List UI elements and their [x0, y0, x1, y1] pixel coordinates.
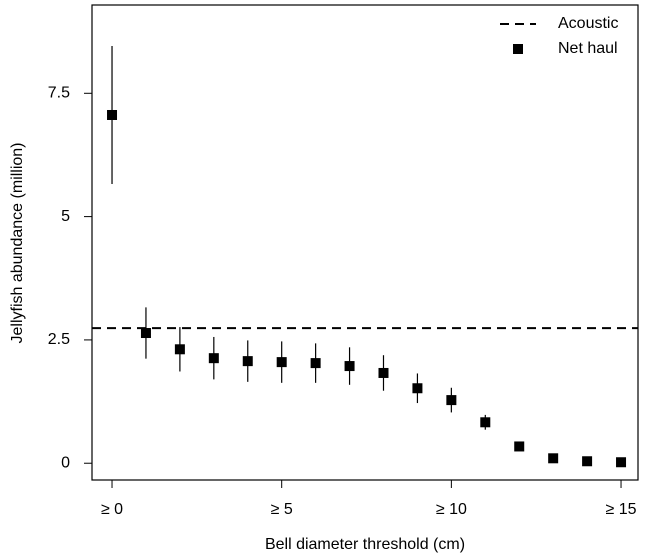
data-point — [514, 441, 525, 452]
data-point — [208, 353, 219, 364]
x-axis-label: Bell diameter threshold (cm) — [265, 536, 465, 553]
x-tick-label: ≥ 5 — [271, 501, 293, 518]
data-point — [242, 356, 253, 367]
y-tick-label: 5 — [61, 208, 70, 225]
data-point — [446, 395, 457, 406]
y-tick-label: 7.5 — [48, 85, 70, 102]
data-point — [344, 361, 355, 372]
data-point — [582, 456, 593, 467]
x-tick-label: ≥ 0 — [101, 501, 123, 518]
data-point — [310, 358, 321, 369]
data-point — [616, 457, 627, 468]
data-point — [276, 357, 287, 368]
legend-key — [513, 44, 523, 54]
y-axis-label: Jellyfish abundance (million) — [9, 143, 26, 344]
plot-frame — [91, 4, 639, 481]
data-point — [412, 383, 423, 394]
y-tick-label: 2.5 — [48, 331, 70, 348]
data-point — [548, 453, 559, 464]
data-point — [480, 417, 491, 428]
legend-label: Net haul — [558, 40, 618, 57]
data-point — [378, 367, 389, 378]
y-tick-label: 0 — [61, 454, 70, 471]
x-tick-label: ≥ 10 — [436, 501, 467, 518]
data-point — [107, 109, 118, 120]
data-point — [140, 328, 151, 339]
x-tick-label: ≥ 15 — [606, 501, 637, 518]
legend-label: Acoustic — [558, 15, 618, 32]
data-point — [174, 344, 185, 355]
